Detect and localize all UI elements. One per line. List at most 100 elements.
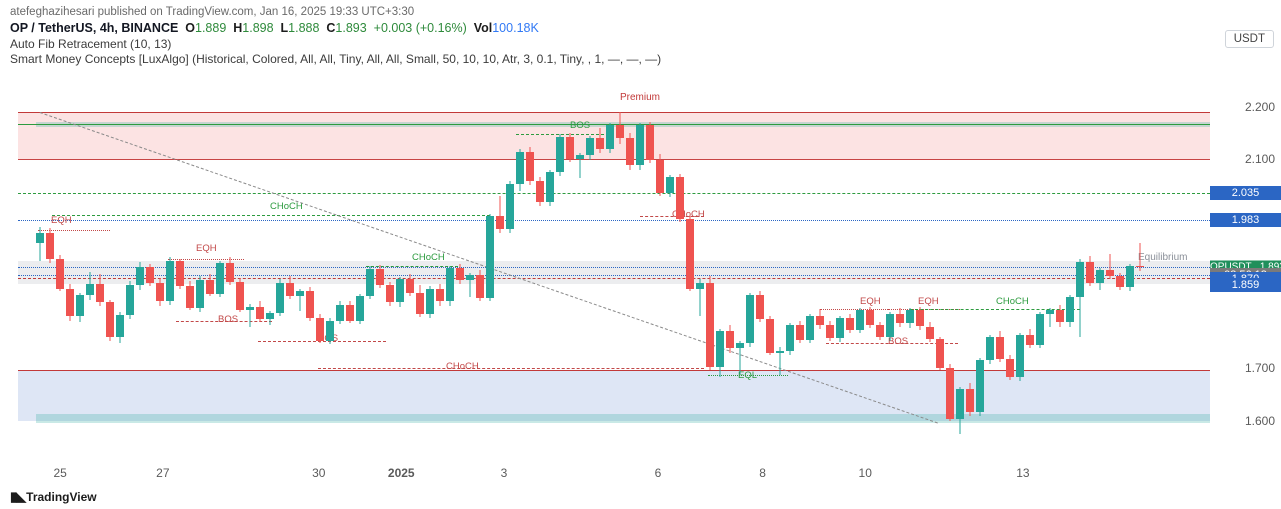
y-tick: 1.600 <box>1245 414 1275 428</box>
x-tick: 2025 <box>388 466 415 480</box>
y-badge: 1.859 <box>1210 278 1281 292</box>
candle <box>216 261 224 298</box>
tradingview-logo: ▮◣ TradingView <box>10 489 97 505</box>
candle <box>76 293 84 323</box>
candle <box>356 294 364 324</box>
candle <box>296 289 304 311</box>
candle <box>1126 264 1134 291</box>
candle <box>376 265 384 288</box>
candle <box>286 276 294 299</box>
band-label: Equilibrium <box>1138 252 1187 263</box>
hline-2 <box>18 220 1210 221</box>
candle <box>646 122 654 164</box>
candle <box>786 323 794 354</box>
symbol-line: OP / TetherUS, 4h, BINANCE O1.889 H1.898… <box>10 21 1271 35</box>
candle <box>616 112 624 143</box>
smc-label: BOS <box>570 120 590 131</box>
candle <box>36 227 44 261</box>
candle <box>766 316 774 355</box>
candle <box>696 279 704 316</box>
candle <box>136 262 144 290</box>
candle <box>716 329 724 377</box>
candle <box>546 170 554 207</box>
candle <box>1056 305 1064 327</box>
smc-label: CHoCH <box>270 201 303 212</box>
candle <box>426 286 434 318</box>
candle <box>476 270 484 301</box>
candle <box>976 358 984 417</box>
candle <box>986 335 994 364</box>
candle <box>836 316 844 342</box>
zone-lowGreen <box>36 414 1210 422</box>
ohlc-close: 1.893 <box>335 21 366 35</box>
hline-4 <box>18 267 1210 268</box>
smc-label: EQH <box>860 296 881 307</box>
band-label: Premium <box>620 92 660 103</box>
x-tick: 6 <box>655 466 662 480</box>
candle <box>1136 243 1144 271</box>
x-tick: 3 <box>501 466 508 480</box>
candle <box>706 276 714 370</box>
candle <box>686 215 694 291</box>
candle <box>446 266 454 306</box>
candle <box>1096 268 1104 290</box>
candle <box>86 272 94 301</box>
candle <box>606 123 614 153</box>
candle <box>556 134 564 176</box>
candle <box>736 341 744 373</box>
x-tick: 8 <box>759 466 766 480</box>
candle <box>916 307 924 330</box>
candle <box>1066 295 1074 326</box>
candle <box>906 308 914 328</box>
tv-icon: ▮◣ <box>10 489 25 505</box>
zone-discount <box>18 371 1210 421</box>
candle <box>1036 312 1044 349</box>
candle <box>656 154 664 196</box>
quote-currency-badge[interactable]: USDT <box>1225 30 1274 48</box>
candle <box>506 181 514 233</box>
tv-brand-text: TradingView <box>26 490 96 504</box>
smc-label: CHoCH <box>446 361 479 372</box>
candle <box>1076 259 1084 337</box>
chart-plot-area[interactable]: PremiumEquilibriumEQHEQHBOSBOSCHoCHCHoCH… <box>18 86 1210 452</box>
candle <box>246 304 254 327</box>
candle <box>436 284 444 306</box>
candle <box>206 274 214 296</box>
smc-segment <box>910 309 1080 310</box>
y-tick: 2.100 <box>1245 152 1275 166</box>
candle <box>316 314 324 343</box>
candle <box>596 128 604 153</box>
candle <box>236 278 244 311</box>
candle <box>886 312 894 341</box>
candle <box>276 279 284 316</box>
candle <box>1086 256 1094 285</box>
candle <box>226 257 234 284</box>
candle <box>936 337 944 370</box>
candle <box>256 301 264 322</box>
candle <box>1116 273 1124 290</box>
candle <box>576 153 584 178</box>
ohlc-vol: 100.18K <box>492 21 539 35</box>
chart-header: atefeghazihesari published on TradingVie… <box>0 0 1281 68</box>
candle <box>1106 254 1114 279</box>
smc-label: CHoCH <box>996 296 1029 307</box>
candle <box>566 133 574 162</box>
candle <box>846 314 854 333</box>
candle <box>126 281 134 319</box>
y-tick: 2.200 <box>1245 100 1275 114</box>
candle <box>386 282 394 306</box>
candle <box>796 321 804 343</box>
time-axis[interactable]: 25273020253681013 <box>18 460 1210 488</box>
candle <box>46 228 54 263</box>
candle <box>146 264 154 286</box>
candle <box>966 383 974 416</box>
x-tick: 30 <box>312 466 325 480</box>
candle <box>106 300 114 341</box>
candle <box>866 307 874 328</box>
candle <box>946 364 954 420</box>
price-axis[interactable]: 2.2002.1001.7001.6002.0351.983OPUSDT 1.8… <box>1210 86 1281 452</box>
candle <box>676 174 684 222</box>
candle <box>726 325 734 352</box>
candle <box>1026 329 1034 349</box>
smc-label: EQH <box>918 296 939 307</box>
